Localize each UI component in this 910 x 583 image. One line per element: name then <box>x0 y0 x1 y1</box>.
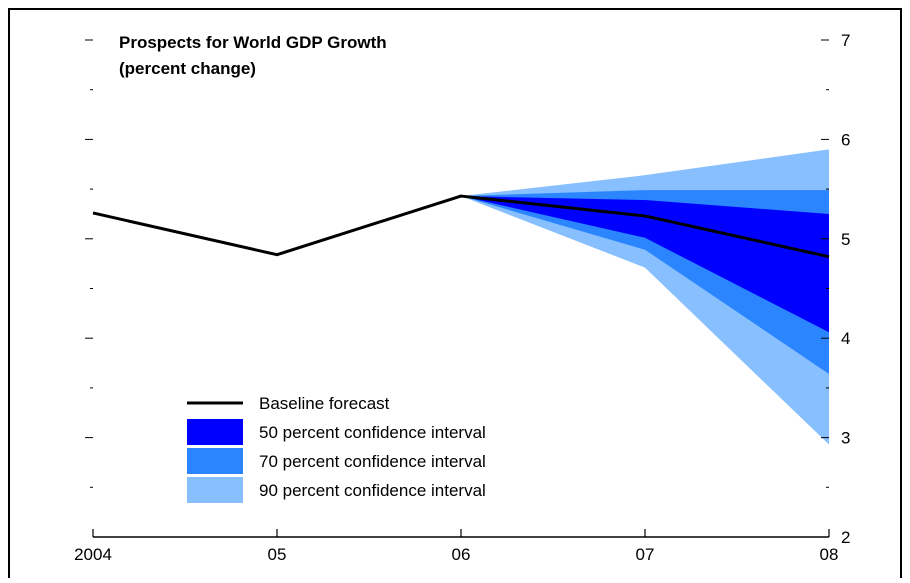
chart-title: Prospects for World GDP Growth <box>119 33 387 52</box>
chart-subtitle: (percent change) <box>119 59 256 78</box>
legend-label-2: 70 percent confidence interval <box>259 452 486 471</box>
y-tick-label-3: 3 <box>841 429 850 448</box>
legend-label-0: Baseline forecast <box>259 394 390 413</box>
legend-swatch-90 <box>187 477 243 503</box>
legend-swatch-70 <box>187 448 243 474</box>
x-tick-label-06: 06 <box>452 545 471 564</box>
y-tick-label-7: 7 <box>841 31 850 50</box>
y-tick-label-6: 6 <box>841 130 850 149</box>
legend-label-1: 50 percent confidence interval <box>259 423 486 442</box>
x-tick-label-2004: 2004 <box>74 545 112 564</box>
y-tick-label-4: 4 <box>841 329 850 348</box>
x-tick-label-08: 08 <box>820 545 839 564</box>
y-tick-label-5: 5 <box>841 230 850 249</box>
x-tick-label-05: 05 <box>268 545 287 564</box>
legend-label-3: 90 percent confidence interval <box>259 481 486 500</box>
legend-swatch-50 <box>187 419 243 445</box>
x-tick-label-07: 07 <box>636 545 655 564</box>
y-tick-label-2: 2 <box>841 528 850 547</box>
